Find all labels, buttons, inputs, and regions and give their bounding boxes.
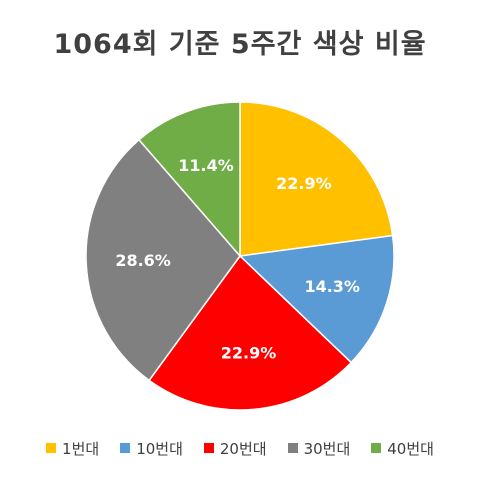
legend-label-20: 20번대 — [219, 439, 267, 458]
slice-label-20: 22.9% — [221, 344, 277, 363]
pie-slice-30 — [85, 138, 241, 382]
legend-swatch-30 — [287, 443, 298, 453]
legend-item-30: 30번대 — [287, 438, 351, 459]
slice-label-10: 14.3% — [304, 277, 360, 296]
legend: 1번대 10번대 20번대 30번대 40번대 — [0, 437, 480, 459]
pie-slice-20 — [148, 254, 353, 411]
legend-label-10: 10번대 — [136, 439, 183, 458]
slice-label-30: 28.6% — [115, 251, 171, 270]
legend-swatch-10 — [120, 443, 131, 453]
legend-swatch-40 — [371, 443, 382, 453]
legend-label-40: 40번대 — [387, 439, 434, 458]
pie-slice-1 — [239, 101, 394, 257]
legend-item-1: 1번대 — [46, 438, 99, 459]
legend-item-20: 20번대 — [203, 438, 267, 459]
legend-item-40: 40번대 — [371, 438, 434, 459]
legend-swatch-1 — [46, 443, 57, 453]
legend-label-1: 1번대 — [62, 439, 100, 458]
slice-label-40: 11.4% — [178, 156, 234, 175]
pie-slice-10 — [238, 234, 395, 364]
pie-slice-40 — [137, 101, 241, 259]
legend-swatch-20 — [203, 443, 214, 453]
legend-item-10: 10번대 — [120, 438, 183, 459]
legend-label-30: 30번대 — [303, 439, 351, 458]
chart-title: 1064회 기준 5주간 색상 비율 — [53, 29, 427, 60]
slice-label-1: 22.9% — [276, 174, 332, 193]
